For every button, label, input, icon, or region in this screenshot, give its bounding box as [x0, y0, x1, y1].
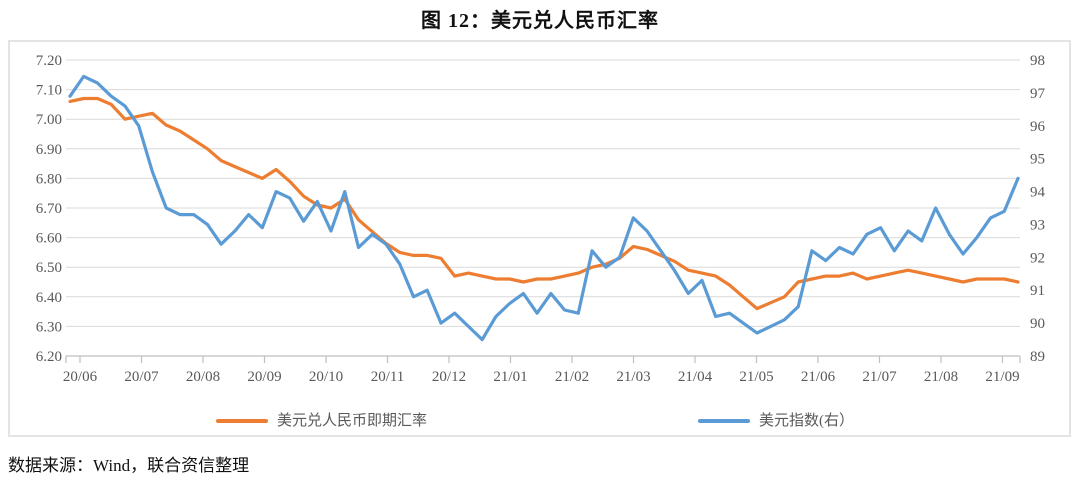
legend-item-usd-index: 美元指数(右） — [698, 409, 854, 433]
legend-label-usd-cny-spot: 美元兑人民币即期汇率 — [277, 413, 428, 429]
orange-line-swatch-icon — [216, 419, 268, 423]
chart-legend: 美元兑人民币即期汇率 美元指数(右） — [0, 409, 1080, 433]
legend-label-usd-index: 美元指数(右） — [759, 413, 854, 429]
data-source-note: 数据来源：Wind，联合资信整理 — [8, 456, 250, 475]
chart-title: 图 12：美元兑人民币汇率 — [421, 10, 659, 32]
legend-item-usd-cny-spot: 美元兑人民币即期汇率 — [216, 409, 427, 433]
chart-frame — [8, 40, 1071, 437]
blue-line-swatch-icon — [698, 419, 750, 423]
